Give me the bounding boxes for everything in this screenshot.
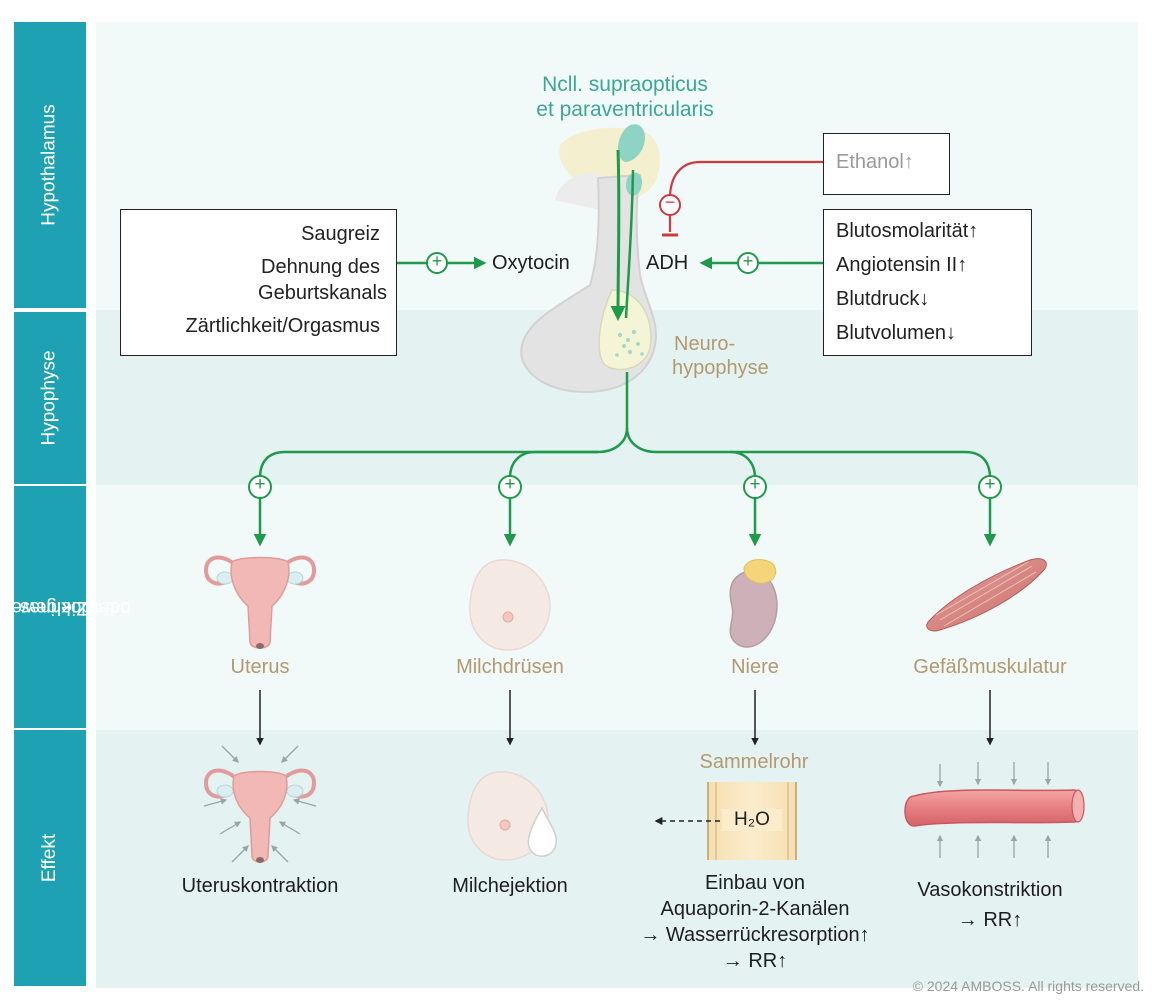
- minus-circle-icon: [659, 194, 681, 216]
- plus-symbol: +: [984, 474, 996, 495]
- target-arrows: [253, 498, 997, 547]
- effect-niere-line4: → RR↑: [722, 950, 788, 972]
- uterus-contraction-icon: [203, 745, 317, 863]
- h2o-label: H₂O: [722, 809, 782, 831]
- stimulus-dehnung-line1: Dehnung des: [261, 256, 380, 278]
- uterus-icon: [203, 555, 317, 649]
- plus-circle-icon: [978, 475, 1002, 499]
- stimulus-blutdruck: Blutdruck↓: [836, 288, 930, 310]
- ethanol-label: Ethanol↑: [836, 151, 914, 173]
- ethanol-inhibition-line: [668, 160, 823, 232]
- sammelrohr-label: Sammelrohr: [699, 751, 809, 773]
- plus-circle-icon: [498, 475, 522, 499]
- effect-niere-line2: Aquaporin-2-Kanälen: [660, 898, 850, 920]
- milk-ejection-icon: [467, 771, 557, 861]
- muscle-icon: [926, 558, 1047, 632]
- effect-arrows: [256, 690, 994, 746]
- breast-icon: [469, 559, 551, 651]
- nuclei-label-line1: Ncll. supraopticus: [542, 73, 708, 96]
- oxytocin-label: Oxytocin: [492, 252, 570, 274]
- kidney-icon: [729, 559, 778, 648]
- stimulus-angiotensin: Angiotensin II↑: [836, 254, 968, 276]
- organ-uterus-label: Uterus: [230, 656, 290, 678]
- effect-uteruskontraktion: Uteruskontraktion: [181, 875, 339, 897]
- adh-stimuli-box: Blutosmolarität↑ Angiotensin II↑ Blutdru…: [823, 209, 1032, 356]
- ethanol-box: Ethanol↑: [823, 133, 950, 195]
- nuclei-label-line2: et paraventricularis: [536, 98, 714, 121]
- effect-niere: Einbau von Aquaporin-2-Kanälen → Wasserr…: [610, 870, 900, 974]
- neurohypophyse-line1: Neuro-: [674, 333, 736, 355]
- copyright: © 2024 AMBOSS. All rights reserved.: [912, 978, 1144, 994]
- effect-milchejektion: Milchejektion: [452, 875, 568, 897]
- adh-label: ADH: [646, 252, 689, 274]
- plus-circles-targets: [248, 475, 1002, 499]
- stimulus-saugreiz: Saugreiz: [301, 223, 380, 245]
- effect-niere-line3: → Wasserrückresorption↑: [640, 924, 870, 946]
- plus-circle-icon: [743, 475, 767, 499]
- nuclei-label: Ncll. supraopticus et paraventricularis: [470, 72, 780, 122]
- distribution-tree: [258, 372, 992, 479]
- neurohypophyse-line2: hypophyse: [672, 357, 769, 379]
- organ-milchdruesen-label: Milchdrüsen: [456, 656, 564, 678]
- row-label-hypophyse: Hypophyse: [14, 312, 86, 484]
- plus-circle-icon: [426, 252, 448, 274]
- plus-symbol: +: [742, 251, 754, 271]
- plus-symbol: +: [504, 474, 516, 495]
- row-label-organ: Endokrines Organ oder Zielgewebe: [0, 486, 131, 728]
- plus-symbol: +: [431, 251, 443, 271]
- effect-gefaess-line1: Vasokonstriktion: [917, 879, 1063, 901]
- minus-symbol: −: [664, 192, 676, 212]
- effect-niere-line1: Einbau von: [704, 872, 806, 894]
- organ-niere-label: Niere: [731, 656, 779, 678]
- stimulus-blutosmolaritaet: Blutosmolarität↑: [836, 220, 979, 242]
- plus-circle-icon: [248, 475, 272, 499]
- row-label-effekt: Effekt: [14, 730, 86, 986]
- plus-symbol: +: [254, 474, 266, 495]
- vessel-icon: [904, 762, 1085, 858]
- hypothalamus-illustration: [520, 124, 660, 394]
- stimulus-zaertlichkeit: Zärtlichkeit/Orgasmus: [185, 315, 381, 337]
- effect-gefaess: Vasokonstriktion → RR↑: [880, 875, 1100, 935]
- plus-circle-icon: [737, 252, 759, 274]
- effect-gefaess-line2: → RR↑: [957, 909, 1023, 931]
- plus-symbol: +: [749, 474, 761, 495]
- organ-gefaessmuskulatur-label: Gefäßmuskulatur: [913, 656, 1067, 678]
- row-label-hypothalamus: Hypothalamus: [14, 22, 86, 308]
- stimulus-blutvolumen: Blutvolumen↓: [836, 322, 957, 344]
- oxytocin-stimuli-box: Saugreiz Dehnung des Geburtskanals Zärtl…: [120, 209, 397, 356]
- neurohypophyse-label: Neuro- hypophyse: [672, 332, 769, 380]
- stimulus-dehnung-line2: Geburtskanals: [258, 282, 387, 304]
